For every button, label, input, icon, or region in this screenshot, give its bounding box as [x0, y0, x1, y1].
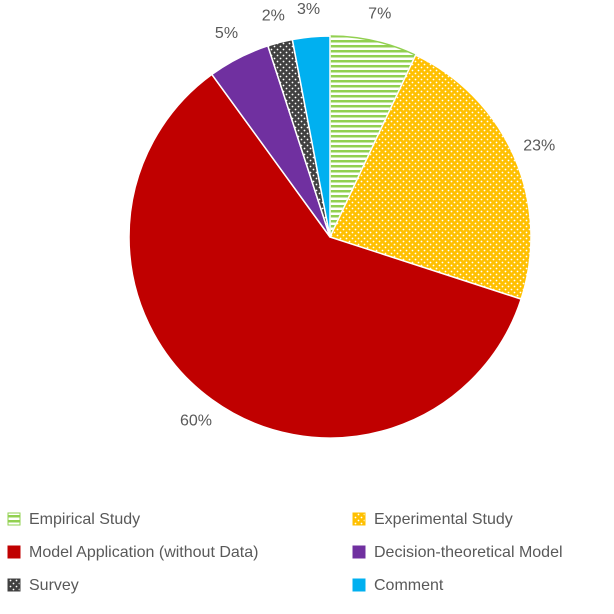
pie-slice — [128, 73, 523, 439]
legend-label: Survey — [29, 577, 79, 594]
legend-label: Experimental Study — [374, 511, 513, 528]
legend-label: Empirical Study — [29, 511, 140, 528]
data-label: 2% — [262, 7, 285, 24]
data-label: 5% — [215, 25, 238, 42]
data-label: 7% — [368, 6, 391, 23]
data-label: 23% — [523, 138, 555, 155]
data-label: 60% — [180, 413, 212, 430]
legend-swatch — [7, 545, 21, 559]
legend-swatch — [352, 512, 366, 526]
pie-slice — [291, 35, 331, 238]
legend-label: Model Application (without Data) — [29, 544, 258, 561]
legend-swatch — [7, 578, 21, 592]
legend-swatch — [352, 578, 366, 592]
legend-swatch — [352, 545, 366, 559]
data-label: 3% — [297, 1, 320, 18]
legend-swatch — [7, 512, 21, 526]
legend-label: Comment — [374, 577, 444, 594]
legend-label: Decision-theoretical Model — [374, 544, 563, 561]
pie-slice — [328, 54, 532, 301]
